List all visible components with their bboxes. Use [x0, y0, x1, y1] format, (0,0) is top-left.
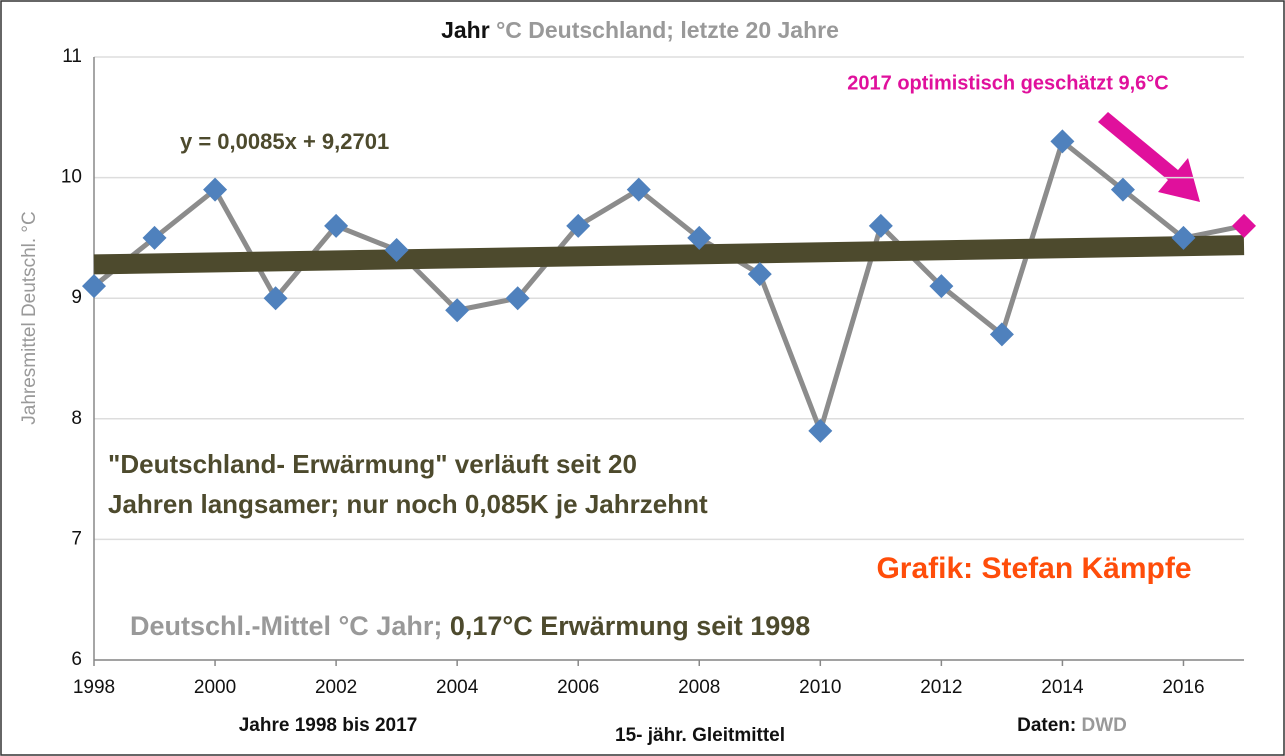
marker	[263, 286, 288, 311]
marker	[687, 225, 712, 250]
marker	[626, 177, 651, 202]
x-tick-label: 2016	[1162, 677, 1204, 698]
x-tick-label: 1998	[73, 677, 115, 698]
annotation-equation: y = 0,0085x + 9,2701	[180, 129, 389, 154]
x-tick-label: 2012	[920, 677, 962, 698]
x-tick-label: 2010	[799, 677, 841, 698]
marker	[1171, 225, 1196, 250]
marker	[989, 322, 1014, 347]
x-tick-label: 2002	[315, 677, 357, 698]
marker	[747, 262, 772, 287]
annotation-smoothing: 15- jähr. Gleitmittel	[615, 725, 785, 746]
arrow	[1098, 112, 1200, 202]
x-tick-label: 2004	[436, 677, 479, 698]
legend-series: Deutschl.-Mittel °C Jahr;	[130, 611, 442, 641]
marker	[384, 237, 409, 262]
title-rest: °C Deutschland; letzte 20 Jahre	[496, 17, 839, 43]
marker	[142, 225, 167, 250]
x-tick-label: 2008	[678, 677, 720, 698]
marker	[1110, 177, 1135, 202]
annotation-note-line1: "Deutschland- Erwärmung" verläuft seit 2…	[108, 449, 637, 479]
x-tick-label: 2000	[194, 677, 236, 698]
y-tick-label: 8	[71, 408, 82, 429]
series-line	[92, 138, 1245, 434]
y-tick-label: 9	[71, 287, 82, 308]
y-tick-label: 11	[62, 46, 82, 67]
source: Daten: DWD	[1017, 715, 1127, 736]
chart-title: Jahr °C Deutschland; letzte 20 Jahre	[441, 17, 839, 43]
source-name: DWD	[1082, 715, 1127, 736]
y-axis-label: Jahresmittel Deutschl. °C	[19, 211, 40, 425]
annotation-x-caption: Jahre 1998 bis 2017	[239, 715, 418, 736]
trend-line	[93, 235, 1245, 275]
marker	[505, 286, 530, 311]
marker	[566, 213, 591, 238]
marker	[203, 177, 228, 202]
annotation-author: Grafik: Stefan Kämpfe	[876, 552, 1191, 585]
marker	[324, 213, 349, 238]
marker	[1050, 129, 1075, 154]
marker	[1232, 213, 1256, 238]
marker	[929, 274, 954, 299]
legend: Deutschl.-Mittel °C Jahr; 0,17°C Erwärmu…	[130, 611, 810, 641]
y-tick-label: 7	[71, 528, 82, 549]
legend-trend: 0,17°C Erwärmung seit 1998	[450, 611, 810, 641]
title-main: Jahr	[441, 17, 490, 43]
x-tick-label: 2006	[557, 677, 599, 698]
marker	[868, 213, 893, 238]
annotation-estimate: 2017 optimistisch geschätzt 9,6°C	[847, 72, 1168, 94]
annotation-note-line2: Jahren langsamer; nur noch 0,085K je Jah…	[108, 489, 708, 519]
marker	[445, 298, 470, 323]
y-tick-label: 10	[61, 167, 82, 188]
x-tick-label: 2014	[1041, 677, 1084, 698]
y-tick-label: 6	[71, 649, 82, 670]
source-label: Daten:	[1017, 715, 1076, 736]
marker	[808, 418, 833, 443]
marker	[82, 274, 106, 299]
